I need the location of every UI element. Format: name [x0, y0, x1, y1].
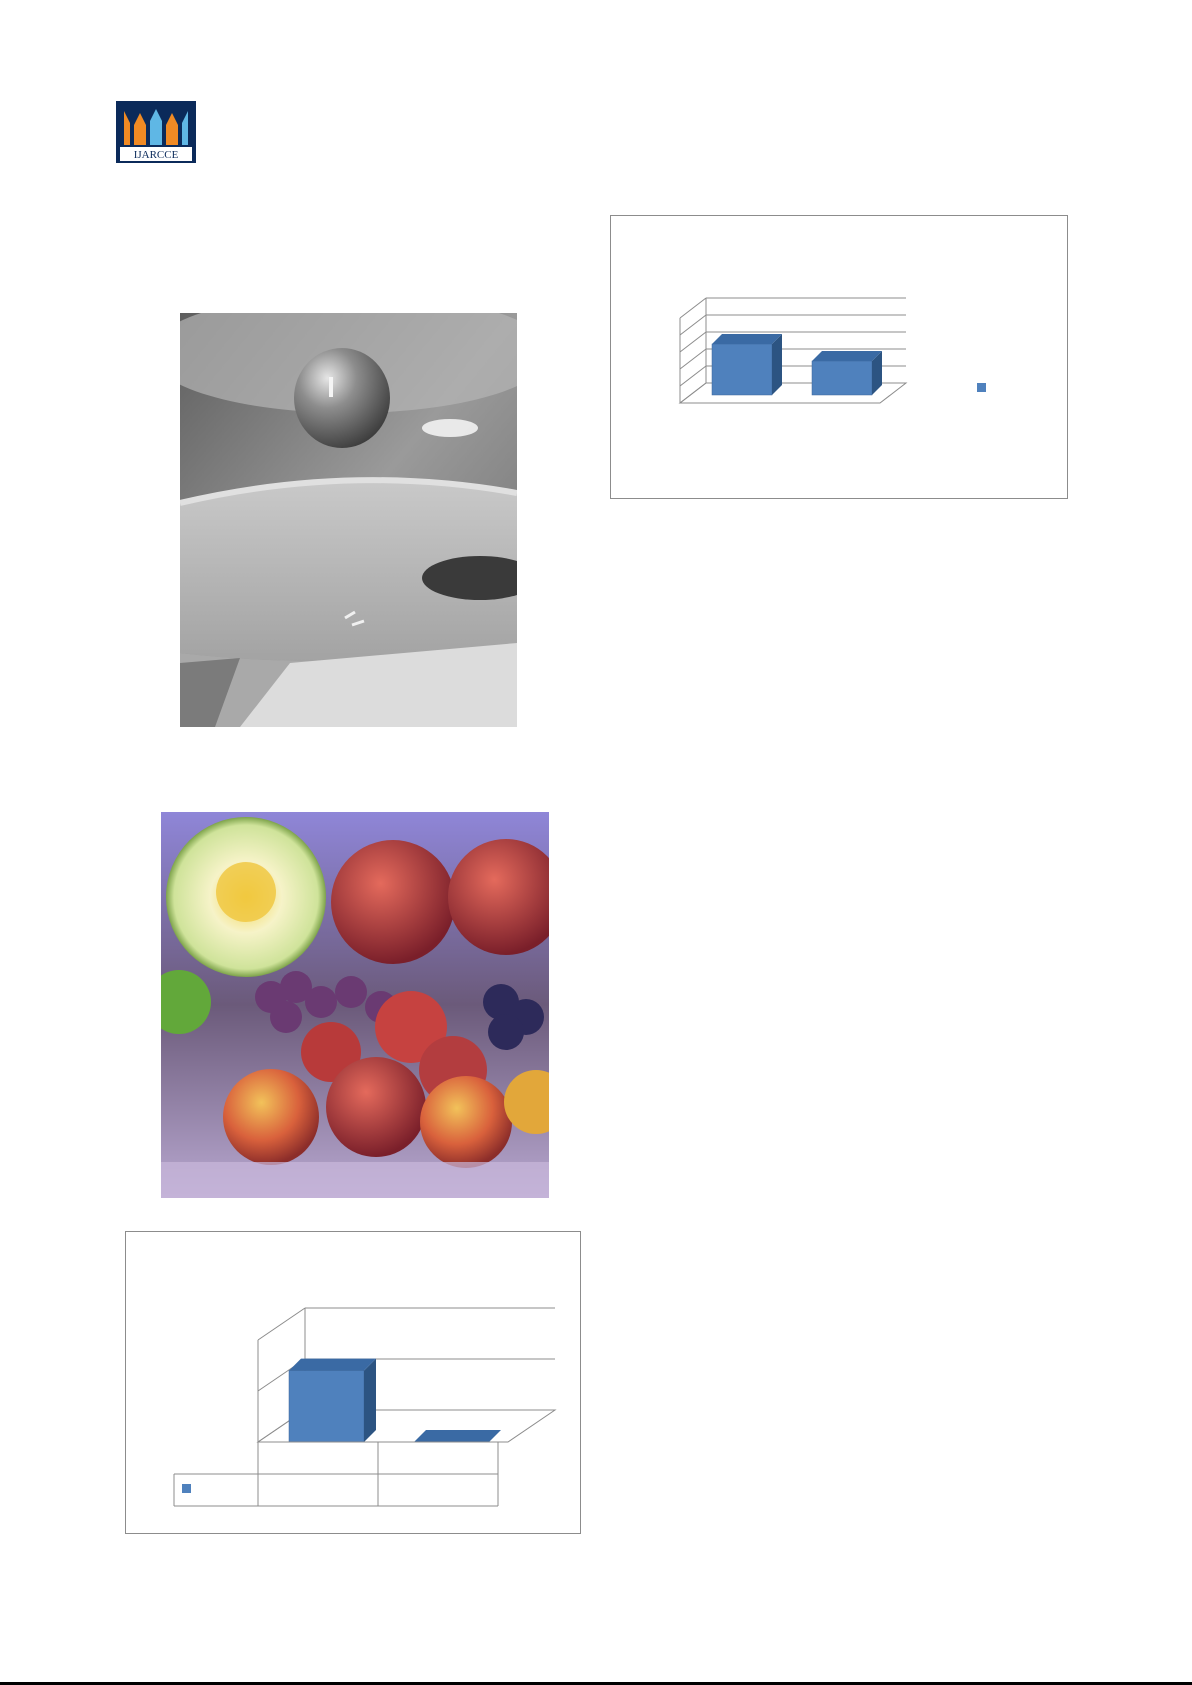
apple	[331, 840, 455, 964]
chart-legend	[977, 383, 986, 392]
peach	[223, 1069, 319, 1165]
peach	[420, 1076, 512, 1168]
page-footer-rule	[0, 1682, 1192, 1685]
gridline-side	[679, 297, 707, 319]
apple	[448, 839, 549, 955]
gridline-side	[679, 314, 707, 336]
grapes-dark	[483, 984, 544, 1050]
bar	[811, 351, 882, 396]
gridline-side	[679, 331, 707, 353]
logo-mark-left	[124, 111, 130, 145]
logo-mark-mid-right	[166, 113, 178, 145]
chart-bars	[288, 1358, 501, 1443]
bar-top	[812, 351, 882, 361]
bar-top	[414, 1430, 501, 1442]
logo-mark-right	[182, 111, 188, 145]
gridline-side	[257, 1307, 306, 1341]
gridline-side	[679, 365, 707, 387]
water-drop	[294, 348, 390, 448]
logo-mark-center	[150, 109, 162, 145]
bar-side	[772, 334, 782, 395]
water-drop-photo	[180, 313, 517, 727]
legend-swatch	[182, 1484, 191, 1493]
bar	[711, 334, 782, 396]
bar-side	[872, 351, 882, 395]
logo-mark-mid-left	[134, 113, 146, 145]
bar-front	[711, 343, 773, 396]
fruit-photo	[161, 812, 549, 1198]
logo-text: IJARCCE	[134, 149, 179, 161]
journal-logo: IJARCCE	[116, 101, 196, 163]
bar	[414, 1430, 501, 1442]
chart-data-table	[173, 1441, 499, 1507]
peach	[326, 1057, 426, 1157]
bar-side	[364, 1358, 376, 1442]
chart-bars	[711, 334, 882, 396]
legend-swatch	[977, 383, 986, 392]
bar-front	[288, 1370, 365, 1443]
water-splash	[422, 556, 517, 600]
logo-text-band	[120, 147, 192, 161]
bar-chart-1	[610, 215, 1068, 499]
bar-top	[289, 1358, 376, 1371]
chart-floor	[678, 382, 908, 404]
strawberry	[375, 991, 447, 1063]
gridline-side	[679, 348, 707, 370]
bar-chart-2	[125, 1231, 581, 1534]
bar-front	[811, 360, 873, 396]
bar-top	[712, 334, 782, 344]
bar	[288, 1358, 376, 1443]
